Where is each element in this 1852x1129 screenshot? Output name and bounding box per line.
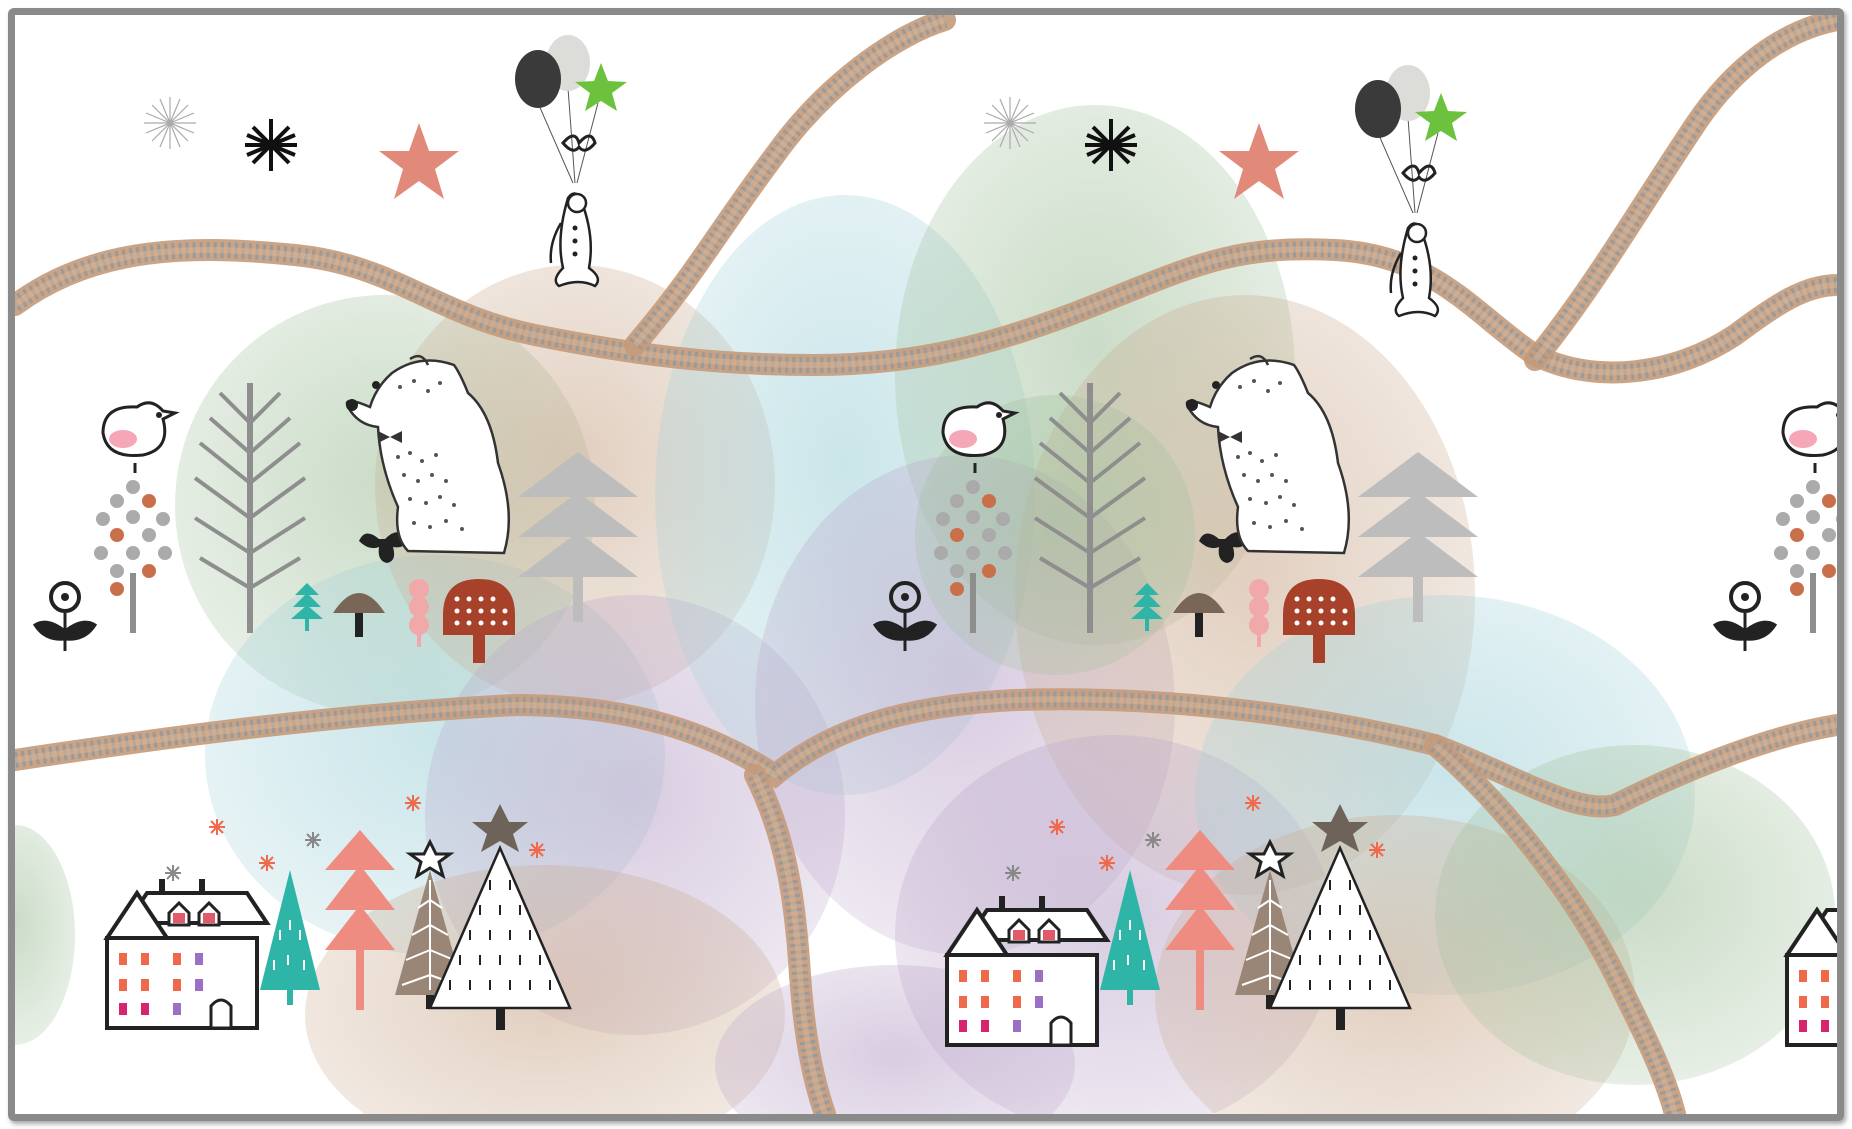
sparkle-icon [404,794,422,812]
sparkle-icon [1368,841,1386,859]
snowflake-icon [243,117,299,173]
flower-icon [33,581,97,653]
penguin-icon [513,33,629,288]
sparkle-icon [1048,818,1066,836]
illustration-canvas [15,15,1837,1114]
house-icon [105,877,269,1030]
sparkle-icon [1144,831,1162,849]
sparkle-icon [1098,854,1116,872]
sparkle-icon [304,831,322,849]
sparkle-icon [1244,794,1262,812]
sparkle-icon [258,854,276,872]
sparkle-icon [208,818,226,836]
sparkle-icon [1004,864,1022,882]
snowflake-icon [143,96,197,150]
flower-icon [1713,581,1777,653]
forest-scene-3-partial [1713,401,1837,653]
image-frame [8,8,1844,1121]
sparkle-icon [528,841,546,859]
bubble-layer [15,105,1835,1114]
house-icon [945,894,1109,1047]
bird-icon [1772,401,1837,635]
star-icon [379,123,459,199]
bird-icon [92,401,177,635]
sparkle-icon [164,864,182,882]
railway-track-icon [15,15,1837,1114]
